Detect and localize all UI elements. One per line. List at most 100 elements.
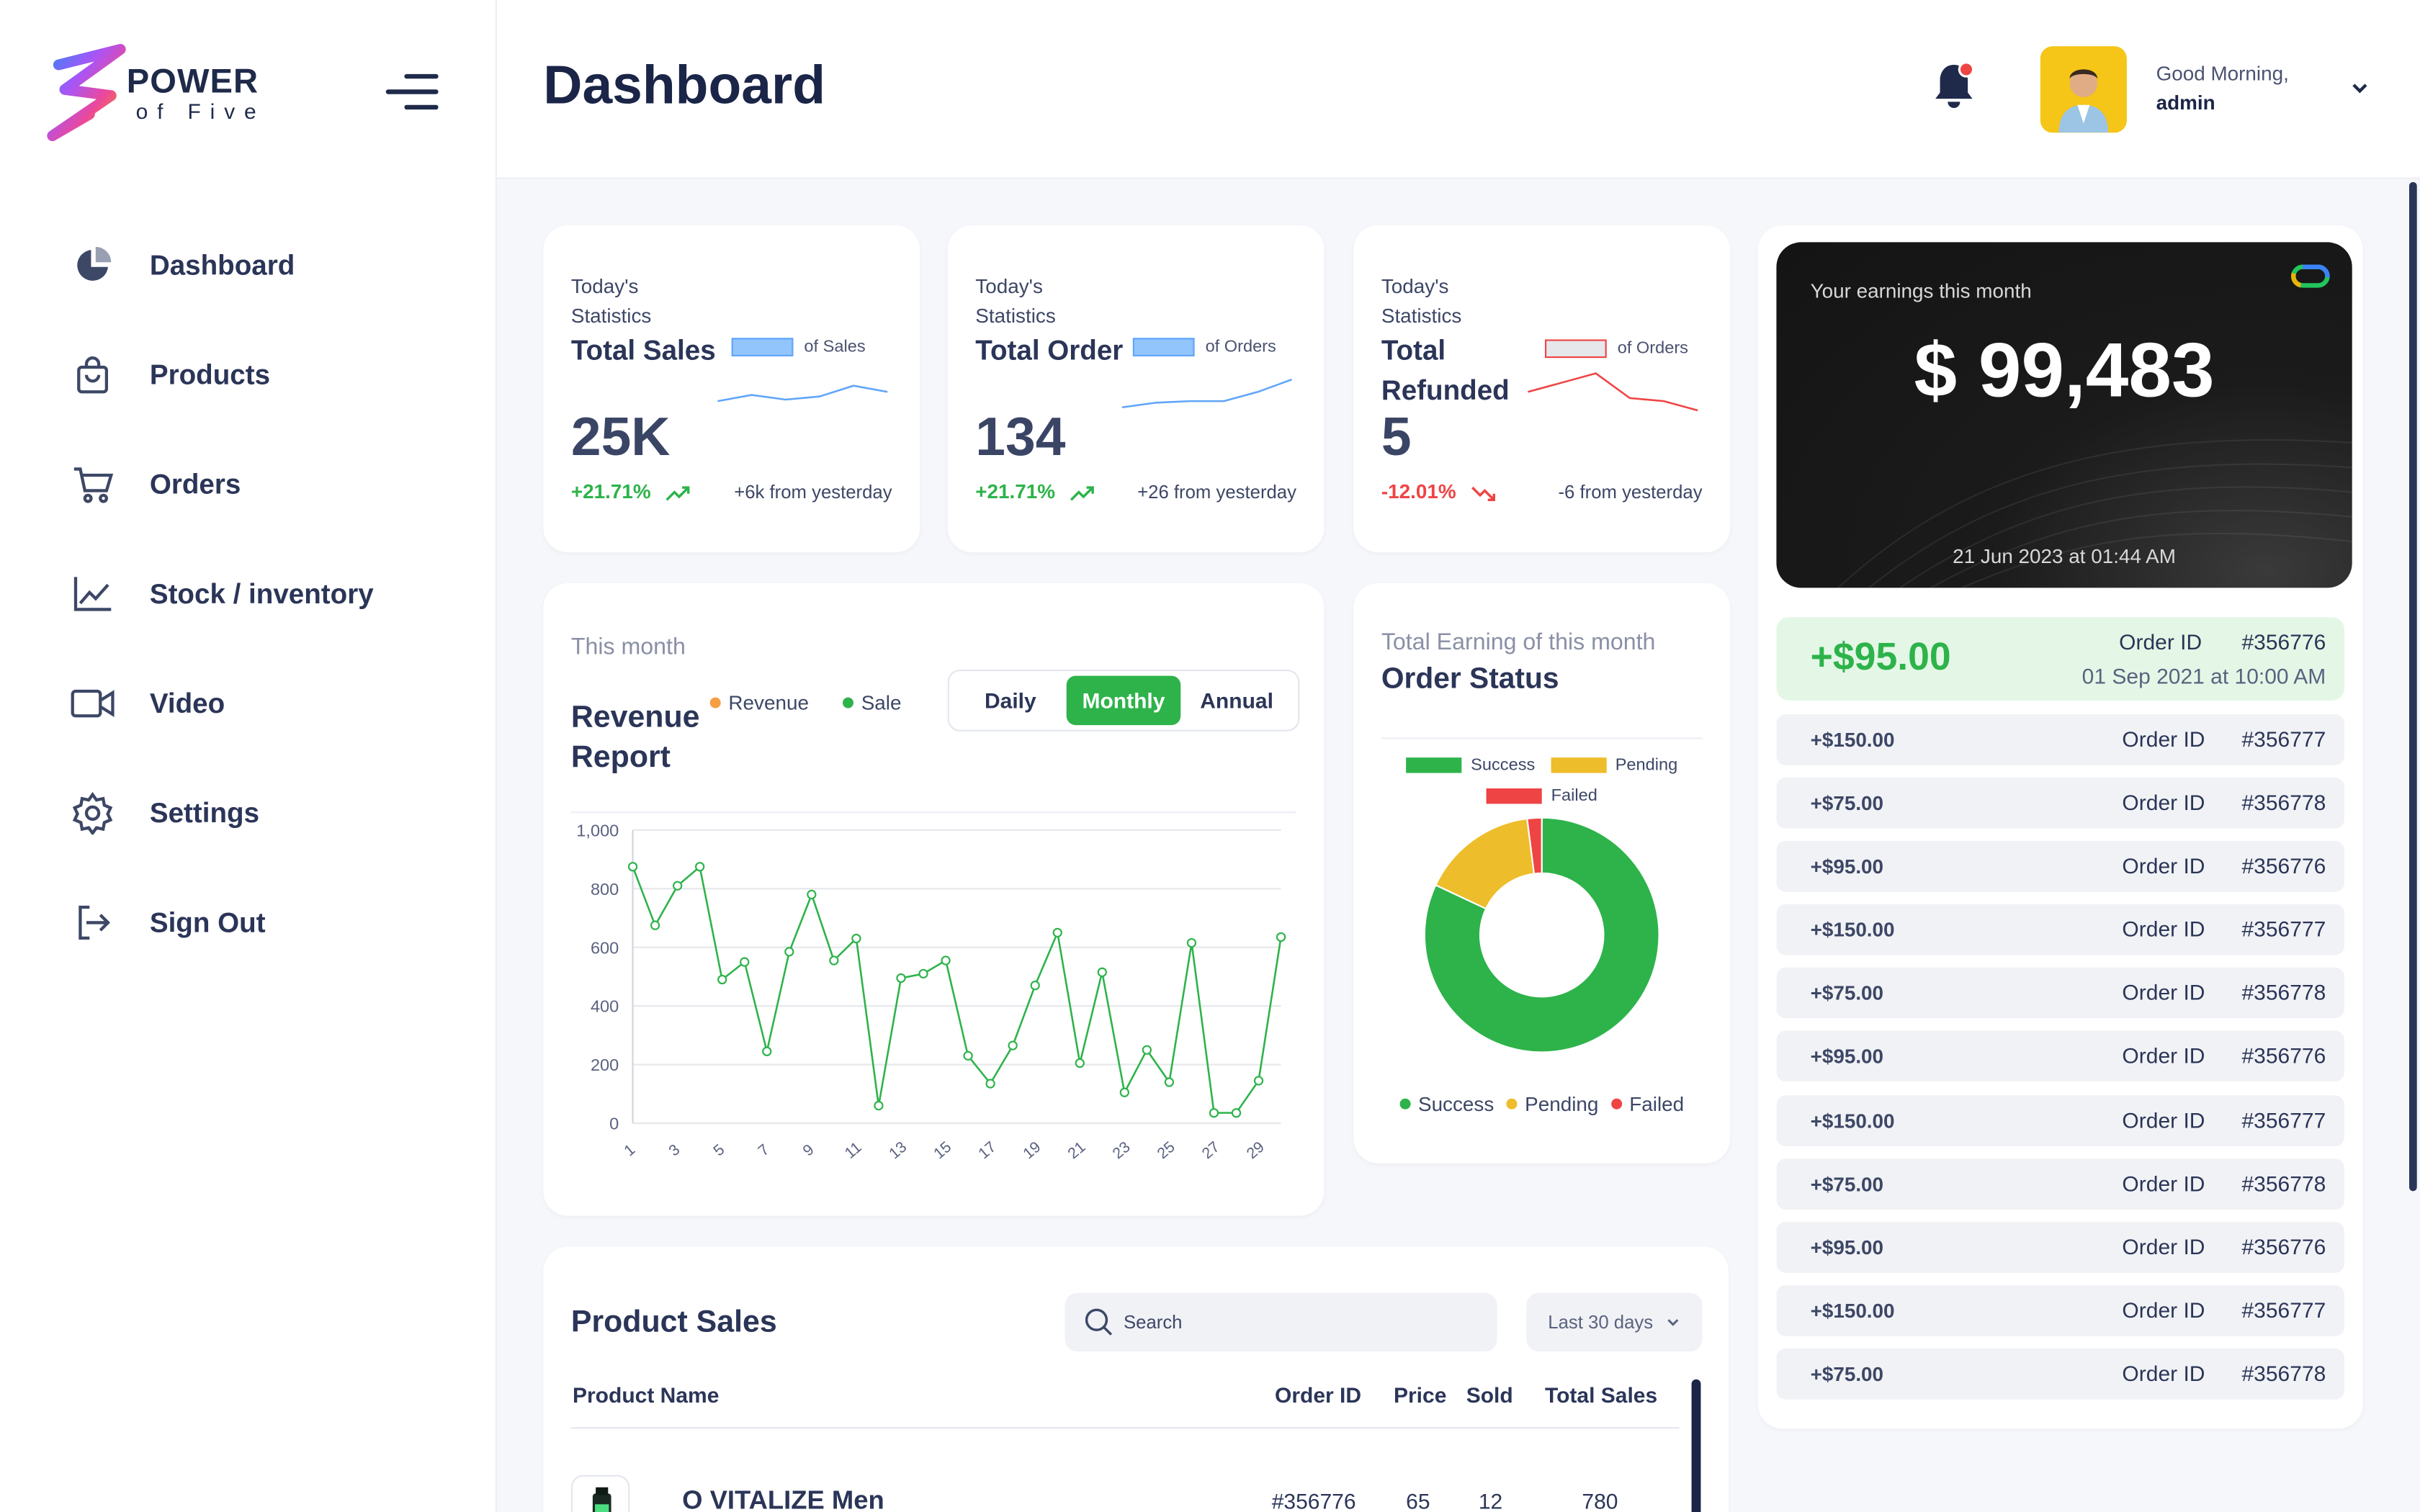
donut-slice-failed[interactable] [1526,816,1543,875]
product-name[interactable]: O VITALIZE Men [682,1485,884,1512]
data-point[interactable] [1097,967,1107,977]
data-point[interactable] [784,947,794,957]
column-header-product-name[interactable]: Product Name [573,1382,720,1408]
legend-dot-icon [709,697,721,708]
data-point[interactable] [650,920,660,930]
table-scrollbar[interactable] [1691,1379,1701,1512]
stat-legend-label: of Orders [1205,338,1276,356]
transaction-featured[interactable]: +$95.00 Order ID #356776 01 Sep 2021 at … [1776,617,2344,701]
column-header-total-sales[interactable]: Total Sales [1545,1382,1658,1408]
transaction-order-id: #356777 [2241,917,2326,942]
search-box [1065,1292,1497,1352]
data-point[interactable] [1253,1076,1264,1086]
earnings-card: Your earnings this month $ 99,483 21 Jun… [1776,242,2352,588]
transaction-order-label: Order ID [2119,629,2202,654]
column-header-order-id[interactable]: Order ID [1275,1382,1362,1408]
data-point[interactable] [695,862,705,872]
data-point[interactable] [941,955,951,966]
data-point[interactable] [851,933,861,944]
menu-line-icon [404,104,439,110]
transaction-amount: +$75.00 [1810,1362,1884,1386]
page-scrollbar[interactable] [2409,181,2417,1192]
x-tick-label: 1 [621,1140,639,1159]
data-point[interactable] [1164,1077,1175,1087]
stat-legend-label: of Sales [804,338,866,356]
legend-dot-icon [1399,1098,1411,1110]
data-point[interactable] [1209,1108,1219,1118]
sidebar-item-products[interactable]: Products [68,341,469,409]
stat-change-value: +21.71% [975,480,1056,503]
transaction-row[interactable]: +$95.00 Order ID #356776 [1776,841,2344,892]
transaction-row[interactable]: +$75.00 Order ID #356778 [1776,1348,2344,1400]
transaction-row[interactable]: +$75.00 Order ID #356778 [1776,1158,2344,1210]
data-point[interactable] [1052,927,1062,937]
transaction-row[interactable]: +$150.00 Order ID #356777 [1776,904,2344,956]
data-point[interactable] [1231,1108,1242,1118]
period-toggle: Daily Monthly Annual [947,670,1300,732]
data-point[interactable] [985,1079,995,1089]
transaction-row[interactable]: +$75.00 Order ID #356778 [1776,968,2344,1020]
data-point[interactable] [627,862,638,872]
data-point[interactable] [740,957,750,967]
transaction-row[interactable]: +$150.00 Order ID #356777 [1776,714,2344,765]
data-point[interactable] [1030,980,1040,991]
date-range-select[interactable]: Last 30 days [1526,1292,1703,1352]
data-point[interactable] [762,1046,772,1056]
x-tick-label: 29 [1243,1138,1268,1163]
data-point[interactable] [807,889,817,900]
data-point[interactable] [1186,937,1197,948]
transaction-row[interactable]: +$95.00 Order ID #356776 [1776,1221,2344,1273]
sidebar-item-stock-inventory[interactable]: Stock / inventory [68,560,469,628]
legend-revenue-label: Revenue [728,691,809,715]
data-point[interactable] [1276,932,1286,942]
data-point[interactable] [1075,1058,1085,1068]
sparkline-refunded [1528,372,1698,412]
data-point[interactable] [896,973,906,984]
sparkline-line [1121,378,1293,408]
column-header-sold[interactable]: Sold [1466,1382,1513,1408]
transaction-order-label: Order ID [2122,726,2205,752]
x-tick-label: 17 [975,1138,1000,1163]
data-point[interactable] [672,881,683,891]
transaction-amount: +$95.00 [1810,1235,1884,1259]
donut-slice-success[interactable] [1423,816,1660,1053]
legend-pending-label: Pending [1615,756,1678,775]
stat-caption: Today's Statistics [570,274,652,328]
tab-monthly[interactable]: Monthly [1067,675,1180,726]
x-tick-label: 23 [1109,1138,1134,1163]
sidebar-item-sign-out[interactable]: Sign Out [68,888,469,956]
transaction-row[interactable]: +$75.00 Order ID #356778 [1776,778,2344,829]
transaction-row[interactable]: +$150.00 Order ID #356777 [1776,1284,2344,1336]
transaction-row[interactable]: +$95.00 Order ID #356776 [1776,1031,2344,1083]
sidebar-item-video[interactable]: Video [68,670,469,737]
data-point[interactable] [717,974,727,985]
brand-logo[interactable]: POWER of Five [43,43,305,145]
search-input[interactable] [1124,1311,1464,1333]
data-point[interactable] [918,968,928,978]
data-point[interactable] [963,1050,973,1061]
sidebar-item-orders[interactable]: Orders [68,451,469,518]
notification-bell-icon[interactable] [1932,58,1982,111]
chevron-down-icon[interactable] [2349,77,2370,99]
avatar[interactable] [2040,46,2127,133]
tab-daily[interactable]: Daily [984,688,1036,713]
transaction-amount: +$95.00 [1810,635,1951,679]
sidebar-item-dashboard[interactable]: Dashboard [68,231,469,299]
transaction-row[interactable]: +$150.00 Order ID #356777 [1776,1094,2344,1146]
data-point[interactable] [1008,1040,1018,1050]
tab-annual[interactable]: Annual [1200,688,1273,713]
stat-legend: of Orders [1132,338,1276,356]
sidebar-item-settings[interactable]: Settings [68,779,469,847]
data-point[interactable] [1119,1087,1129,1097]
column-header-price[interactable]: Price [1393,1382,1447,1408]
data-point[interactable] [874,1100,884,1111]
transaction-order-id: #356778 [2241,1360,2326,1386]
data-point[interactable] [1142,1045,1152,1055]
product-order-id: #356776 [1271,1488,1356,1512]
stat-caption: Today's Statistics [975,274,1056,328]
menu-toggle-button[interactable] [382,71,439,114]
user-name: admin [2156,91,2215,114]
legend-sale-label: Sale [861,691,902,715]
data-point[interactable] [829,955,839,966]
